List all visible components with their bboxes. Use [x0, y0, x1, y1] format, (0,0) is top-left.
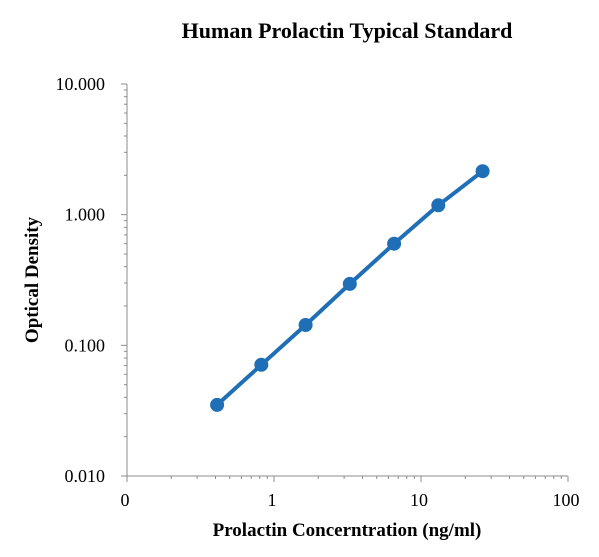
x-tick-label: 1	[268, 490, 277, 510]
data-point	[298, 318, 313, 332]
x-axis-ticks	[126, 476, 569, 482]
y-tick-label: 0.010	[65, 466, 106, 486]
y-axis-title: Optical Density	[22, 216, 43, 343]
data-point	[254, 357, 269, 372]
data-point	[431, 198, 446, 213]
data-point	[342, 276, 357, 291]
y-tick-label: 1.000	[65, 205, 106, 225]
data-point	[387, 236, 402, 251]
data-point	[475, 164, 490, 179]
y-tick-label: 10.000	[56, 74, 106, 94]
y-tick-label: 0.100	[65, 335, 106, 355]
x-tick-label: 10	[410, 490, 428, 510]
series-layer	[210, 164, 490, 412]
x-tick-label: 100	[553, 490, 580, 510]
x-axis-title: Prolactin Concerntration (ng/ml)	[213, 520, 482, 541]
y-axis-ticks	[121, 83, 127, 477]
chart-title: Human Prolactin Typical Standard	[182, 18, 513, 43]
data-point	[210, 397, 225, 412]
x-tick-label: 0	[121, 490, 130, 510]
